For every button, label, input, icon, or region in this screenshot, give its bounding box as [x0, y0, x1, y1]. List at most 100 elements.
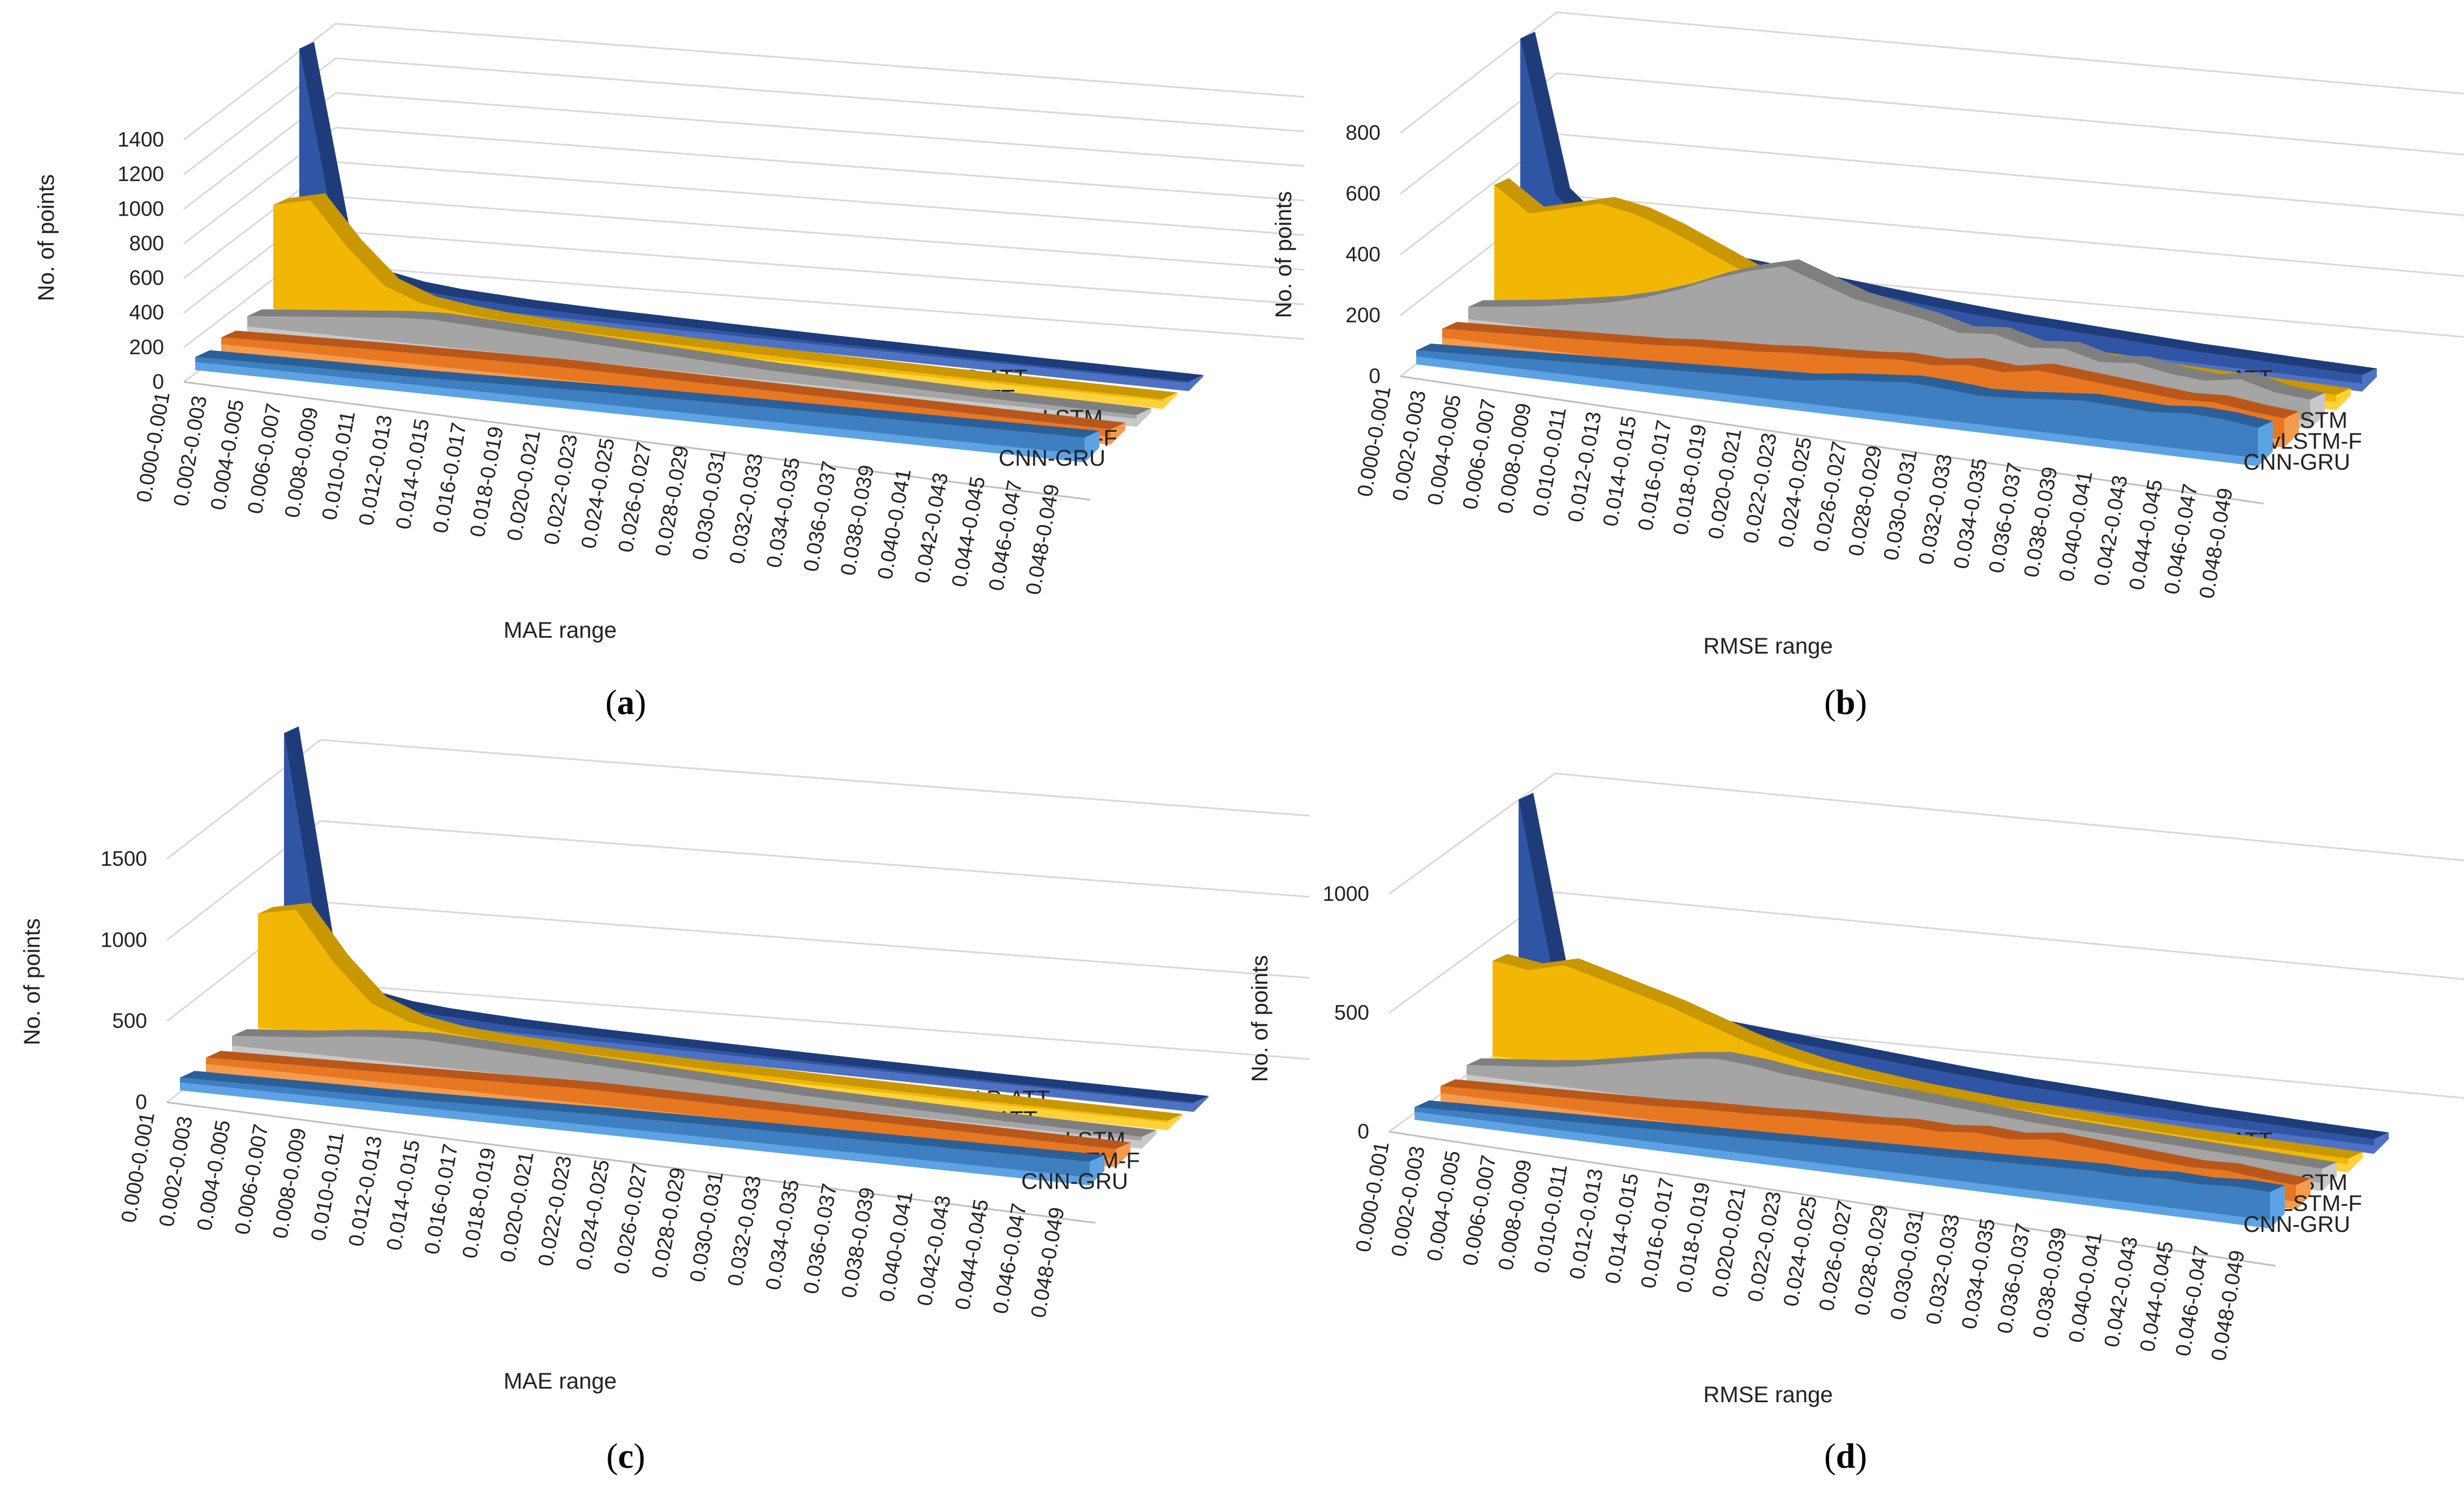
y-tick-label: 1200 — [118, 162, 164, 186]
series-endcap-convlstm-f — [1111, 422, 1125, 445]
y-tick-label: 200 — [1345, 304, 1381, 327]
x-tick-label: 0.040-0.041 — [2054, 469, 2097, 583]
x-tick-label: 0.042-0.043 — [910, 471, 953, 585]
x-tick-label: 0.022-0.023 — [534, 1154, 576, 1268]
x-tick-label: 0.018-0.019 — [1672, 1180, 1714, 1295]
x-tick-label: 0.020-0.021 — [496, 1150, 538, 1264]
series-ribbon-top-cnn-gru — [1416, 343, 2273, 428]
x-tick-label: 0.030-0.031 — [1879, 448, 1921, 562]
x-tick-label: 0.010-0.011 — [307, 1130, 349, 1243]
series-ribbon-top-cnn-gru — [195, 350, 1099, 438]
panel-c: 150010005000W-P-ATTP-ATTA-ConvLSTMConvLS… — [20, 726, 1310, 1476]
x-tick-label: 0.028-0.029 — [651, 444, 693, 558]
series-area-cnn-gru — [180, 1077, 1090, 1178]
x-tick-label: 0.036-0.037 — [799, 1182, 841, 1296]
x-tick-label: 0.000-0.001 — [132, 390, 174, 504]
series-endcap-cnn-gru — [1090, 1154, 1104, 1185]
x-tick-label: 0.034-0.035 — [762, 456, 805, 570]
series-endcap-convlstm-f — [1116, 1142, 1130, 1167]
x-tick-label: 0.036-0.037 — [1993, 1221, 2035, 1335]
x-tick-label: 0.036-0.037 — [1984, 461, 2027, 575]
series-endcap-a-convlstm — [1142, 1130, 1156, 1149]
series-ribbon-top-cnn-gru — [1414, 1100, 2285, 1192]
x-tick-label: 0.016-0.017 — [1633, 418, 1676, 532]
series-endcap-w-p-att — [1189, 375, 1203, 392]
x-tick-label: 0.026-0.027 — [609, 1162, 652, 1276]
x-tick-label: 0.014-0.015 — [382, 1138, 424, 1252]
x-tick-label: 0.038-0.039 — [837, 1185, 879, 1300]
series-ribbon-top-convlstm-f — [1440, 1079, 2311, 1185]
panel-label: (d) — [1824, 1437, 1867, 1476]
series-base-cnn-gru — [195, 362, 1085, 463]
gridline — [166, 738, 1310, 860]
series-ribbon-top-convlstm-f — [1442, 321, 2299, 419]
x-tick-label: 0.012-0.013 — [344, 1134, 386, 1248]
panel-a: 1400120010008006004002000W-P-ATTP-ATTA-C… — [34, 23, 1305, 722]
x-tick-label: 0.042-0.043 — [2100, 1235, 2142, 1349]
x-tick-label: 0.038-0.039 — [836, 463, 879, 577]
y-tick-label: 1000 — [101, 928, 147, 951]
y-tick-label: 0 — [152, 370, 164, 393]
series-endcap-cnn-gru — [1085, 431, 1099, 463]
x-tick-label: 0.014-0.015 — [1598, 414, 1641, 529]
y-axis-title: No. of points — [20, 918, 45, 1046]
x-tick-label: 0.030-0.031 — [688, 448, 730, 562]
x-tick-label: 0.024-0.025 — [577, 436, 619, 551]
gridline — [166, 820, 1310, 941]
x-tick-label: 0.020-0.021 — [502, 428, 545, 543]
x-tick-label: 0.008-0.009 — [1494, 1158, 1536, 1272]
x-tick-label: 0.004-0.005 — [192, 1118, 235, 1232]
x-tick-label: 0.022-0.023 — [540, 432, 582, 547]
series-endcap-p-att — [2348, 1152, 2363, 1172]
x-tick-label: 0.044-0.045 — [951, 1197, 993, 1312]
x-tick-label: 0.018-0.019 — [466, 424, 508, 539]
series-endcap-convlstm-f — [2284, 411, 2299, 448]
x-tick-label: 0.008-0.009 — [268, 1126, 311, 1240]
series-ribbon-top-convlstm-f — [221, 330, 1125, 429]
legend-cnn-gru: CNN-GRU — [2243, 450, 2350, 475]
x-tick-label: 0.024-0.025 — [1774, 435, 1816, 549]
y-tick-label: 500 — [1334, 1001, 1369, 1024]
x-tick-label: 0.002-0.003 — [154, 1114, 197, 1228]
x-tick-label: 0.042-0.043 — [2089, 474, 2132, 588]
y-tick-label: 1000 — [1323, 882, 1369, 905]
x-tick-label: 0.014-0.015 — [1601, 1171, 1643, 1286]
x-tick-label: 0.032-0.033 — [1914, 452, 1956, 566]
x-tick-label: 0.034-0.035 — [1957, 1217, 1999, 1331]
series-ribbon-top-cnn-gru — [180, 1071, 1104, 1162]
x-tick-label: 0.016-0.017 — [1636, 1176, 1679, 1290]
x-tick-label: 0.042-0.043 — [913, 1193, 955, 1308]
series-ribbon-top-w-p-att — [1519, 793, 2389, 1140]
series-base-cnn-gru — [180, 1082, 1090, 1185]
series-area-a-convlstm — [232, 1036, 1142, 1141]
x-tick-label: 0.020-0.021 — [1708, 1185, 1750, 1299]
x-tick-label: 0.046-0.047 — [2160, 482, 2202, 596]
x-axis — [1388, 1131, 2276, 1267]
x-tick-label: 0.048-0.049 — [1021, 482, 1064, 596]
x-tick-label: 0.000-0.001 — [1351, 1140, 1394, 1254]
x-tick-label: 0.048-0.049 — [1026, 1205, 1069, 1320]
y-axis-title: No. of points — [1248, 955, 1272, 1082]
x-tick-label: 0.024-0.025 — [571, 1158, 614, 1272]
y-tick-label: 600 — [129, 267, 164, 290]
x-tick-label: 0.006-0.007 — [1458, 1153, 1500, 1268]
gridline — [183, 57, 1305, 175]
series-area-a-convlstm — [247, 316, 1137, 419]
x-tick-label: 0.038-0.039 — [2019, 465, 2062, 579]
x-tick-label: 0.030-0.031 — [685, 1170, 728, 1284]
series-endcap-a-convlstm — [2322, 1162, 2337, 1191]
legend-cnn-gru: CNN-GRU — [1021, 1169, 1128, 1194]
x-tick-label: 0.030-0.031 — [1886, 1208, 1928, 1322]
x-tick-label: 0.024-0.025 — [1779, 1194, 1821, 1308]
gridline — [183, 23, 1305, 141]
x-tick-label: 0.006-0.007 — [1458, 397, 1500, 512]
series-area-cnn-gru — [1416, 350, 2258, 458]
series-endcap-w-p-att — [2362, 368, 2377, 392]
series-endcap-a-convlstm — [1137, 408, 1151, 427]
x-tick-label: 0.046-0.047 — [984, 479, 1027, 593]
x-axis — [166, 1101, 1096, 1224]
x-tick-label: 0.040-0.041 — [875, 1189, 917, 1304]
x-tick-label: 0.026-0.027 — [1814, 1198, 1857, 1313]
y-tick-label: 500 — [112, 1009, 147, 1033]
y-tick-label: 400 — [1345, 243, 1381, 266]
